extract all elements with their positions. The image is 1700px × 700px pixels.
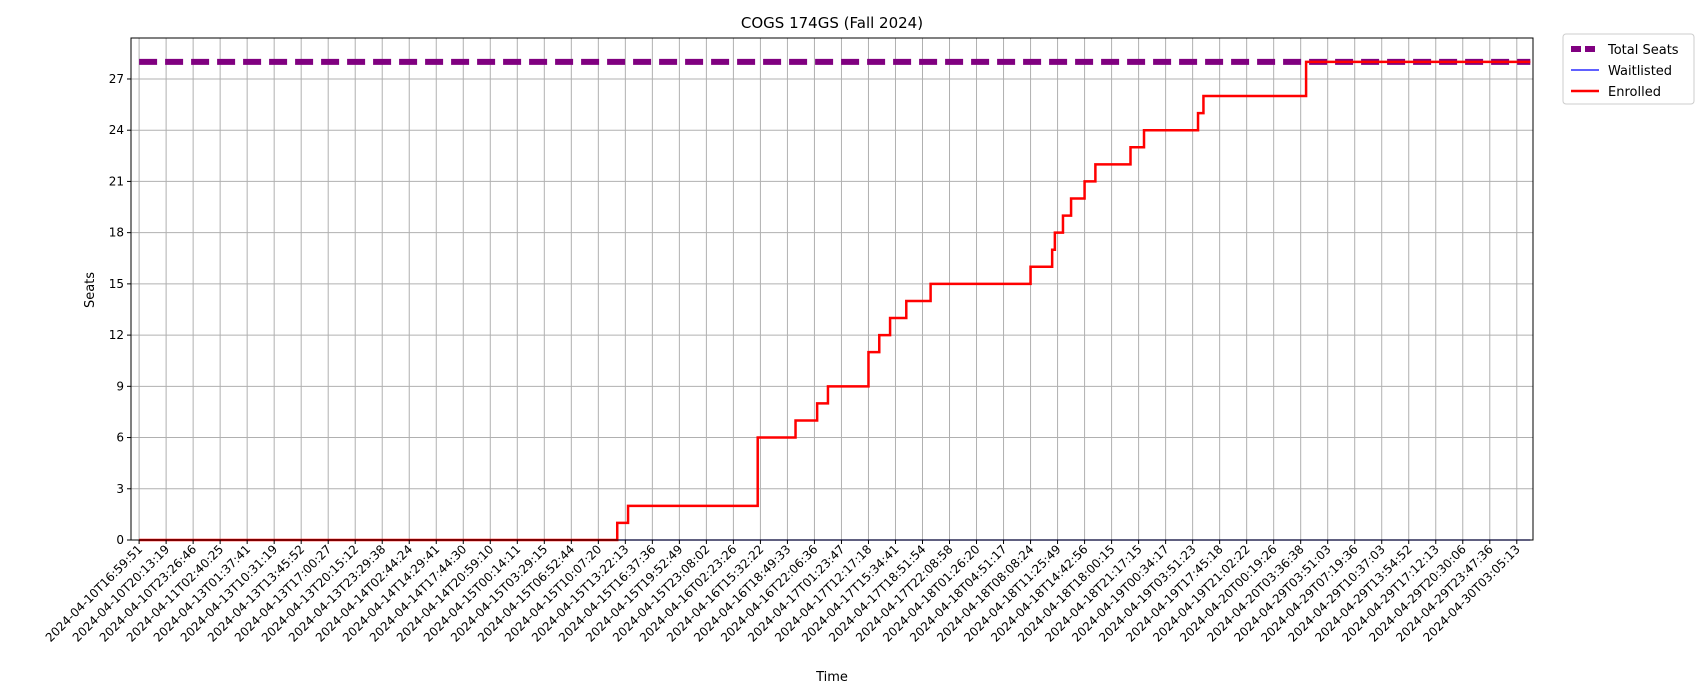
y-tick-label: 6 xyxy=(116,431,124,445)
grid-lines xyxy=(131,38,1533,541)
x-axis: 2024-04-10T16:59:512024-04-10T20:13:1920… xyxy=(43,540,1523,645)
y-tick-label: 3 xyxy=(116,482,124,496)
y-tick-label: 21 xyxy=(109,174,124,188)
series-lines xyxy=(139,58,1531,542)
y-tick-label: 9 xyxy=(116,379,124,393)
y-tick-label: 27 xyxy=(109,72,124,86)
legend-label: Enrolled xyxy=(1608,85,1661,100)
y-axis-label: Seats xyxy=(83,272,98,308)
series-enrolled xyxy=(139,60,1531,542)
y-tick-label: 15 xyxy=(109,277,124,291)
legend: Total Seats Waitlisted Enrolled xyxy=(1562,33,1695,105)
y-tick-label: 12 xyxy=(109,328,124,342)
legend-label: Total Seats xyxy=(1607,43,1679,58)
chart-title: COGS 174GS (Fall 2024) xyxy=(741,14,923,32)
x-axis-label: Time xyxy=(815,670,848,685)
legend-box xyxy=(1562,33,1695,105)
y-tick-label: 0 xyxy=(116,533,124,547)
plot-frame xyxy=(130,37,1534,541)
legend-label: Waitlisted xyxy=(1608,64,1672,79)
y-axis: 0 3 6 9 12 15 18 21 24 27 xyxy=(109,72,131,547)
y-tick-label: 24 xyxy=(109,123,124,137)
y-tick-label: 18 xyxy=(109,226,124,240)
